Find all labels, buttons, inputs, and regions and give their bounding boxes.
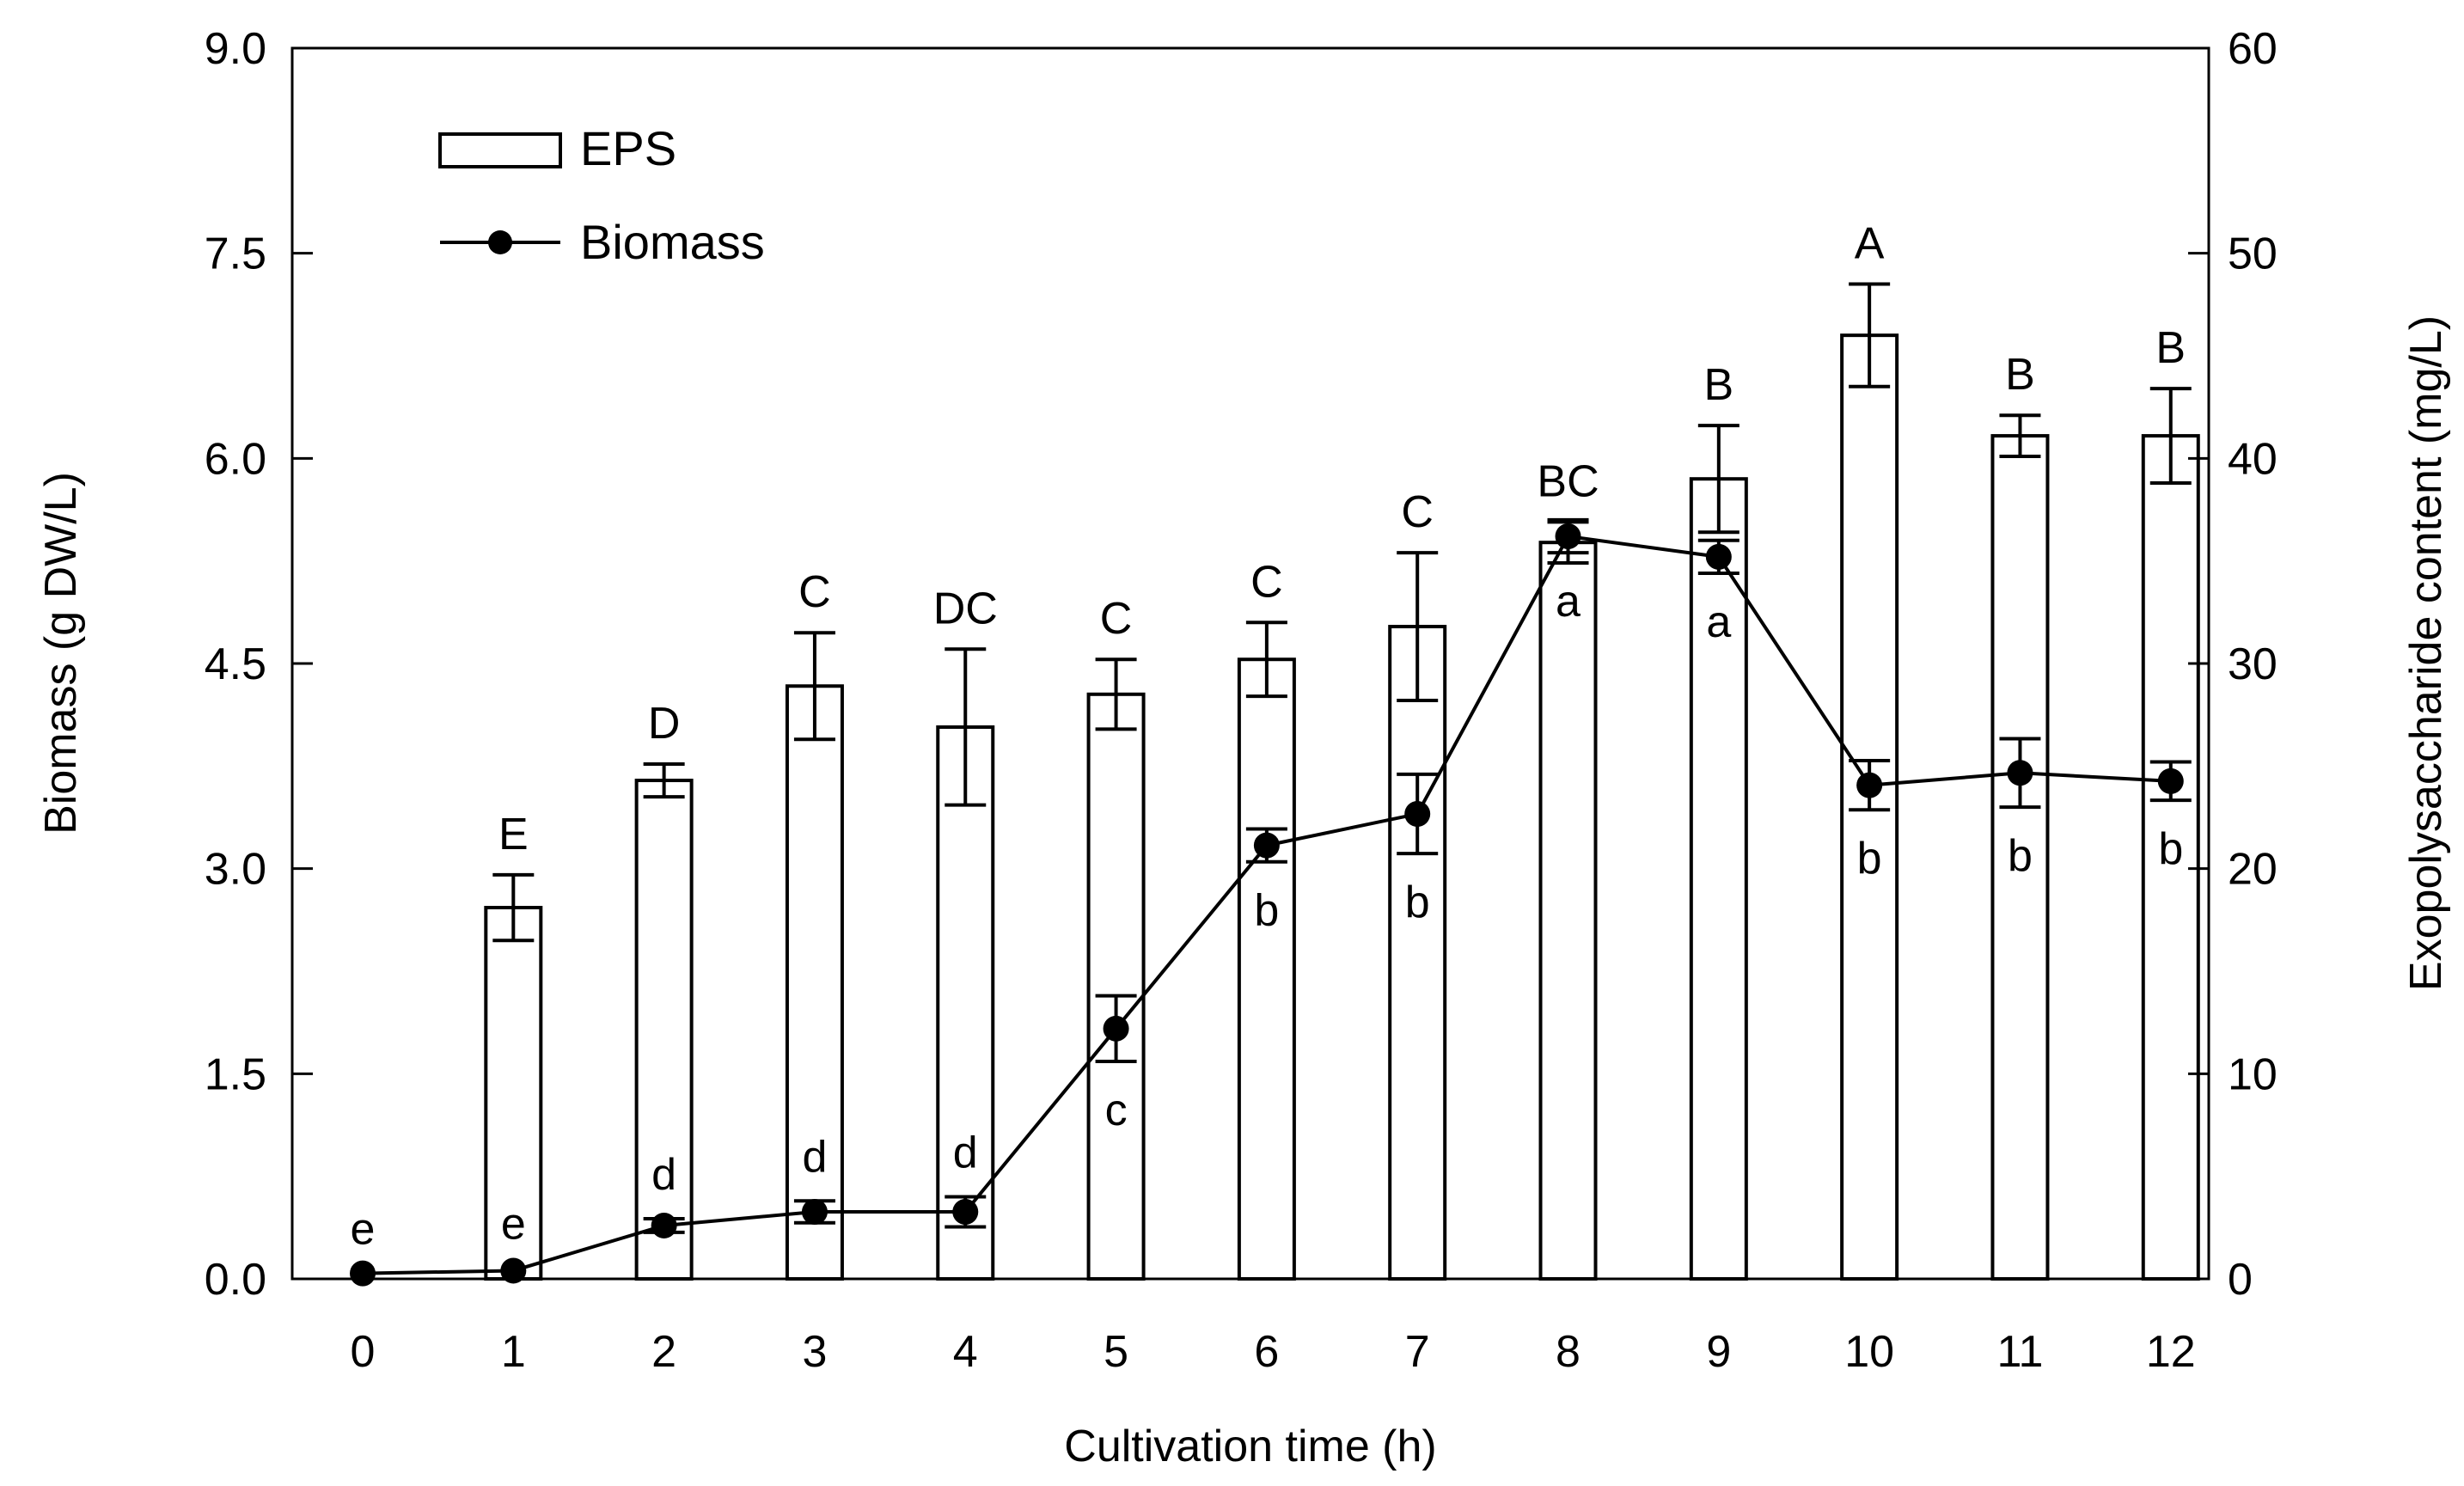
x-axis-tick-label: 1 bbox=[501, 1327, 526, 1377]
eps-significance-letter: B bbox=[2005, 350, 2035, 400]
left-axis-tick-label: 3.0 bbox=[205, 845, 266, 895]
x-axis-tick-label: 12 bbox=[2146, 1327, 2196, 1377]
biomass-point bbox=[500, 1257, 527, 1284]
eps-significance-letter: BC bbox=[1537, 456, 1599, 506]
x-axis-tick-label: 4 bbox=[953, 1327, 978, 1377]
eps-significance-letter: A bbox=[1855, 218, 1885, 268]
biomass-significance-letter: b bbox=[1405, 878, 1430, 927]
legend-eps-swatch bbox=[438, 132, 562, 168]
eps-significance-letter: C bbox=[798, 567, 831, 617]
eps-bar bbox=[785, 684, 844, 1281]
biomass-significance-letter: d bbox=[651, 1150, 676, 1200]
biomass-point bbox=[1253, 832, 1280, 859]
legend-eps-label: EPS bbox=[580, 121, 676, 175]
biomass-significance-letter: c bbox=[1105, 1085, 1128, 1135]
eps-bar bbox=[1388, 625, 1447, 1281]
eps-significance-letter: B bbox=[2155, 323, 2186, 373]
x-axis-tick-label: 6 bbox=[1254, 1327, 1279, 1377]
x-axis-title: Cultivation time (h) bbox=[1064, 1422, 1436, 1471]
x-axis-tick-label: 11 bbox=[1996, 1327, 2043, 1377]
biomass-point bbox=[801, 1199, 828, 1226]
x-axis-tick-label: 3 bbox=[802, 1327, 827, 1377]
biomass-significance-letter: b bbox=[2008, 831, 2033, 881]
x-axis-tick-label: 5 bbox=[1104, 1327, 1128, 1377]
eps-bar bbox=[1990, 434, 2050, 1281]
biomass-significance-letter: b bbox=[1857, 834, 1882, 884]
right-axis-tick-label: 20 bbox=[2228, 845, 2278, 895]
eps-significance-letter: C bbox=[1250, 557, 1283, 607]
biomass-significance-letter: a bbox=[1706, 597, 1731, 647]
eps-bar bbox=[2141, 434, 2200, 1281]
left-axis-tick-label: 9.0 bbox=[205, 24, 266, 74]
biomass-point bbox=[2157, 767, 2184, 794]
biomass-point bbox=[651, 1212, 677, 1238]
biomass-point bbox=[1404, 801, 1431, 828]
eps-bars bbox=[484, 282, 2200, 1281]
biomass-significance-letter: e bbox=[501, 1199, 526, 1249]
biomass-significance-letter: b bbox=[1254, 886, 1279, 936]
biomass-point bbox=[1103, 1015, 1129, 1042]
x-axis-tick-label: 8 bbox=[1556, 1327, 1581, 1377]
left-axis-tick-label: 6.0 bbox=[205, 434, 266, 484]
biomass-point bbox=[350, 1260, 376, 1287]
eps-bar bbox=[484, 906, 543, 1281]
right-axis-tick-label: 30 bbox=[2228, 639, 2278, 689]
left-axis-tick-label: 0.0 bbox=[205, 1255, 266, 1305]
biomass-significance-letter: a bbox=[1556, 577, 1581, 627]
eps-significance-letter: D bbox=[648, 699, 681, 749]
biomass-point bbox=[1856, 772, 1883, 798]
biomass-line-layer bbox=[350, 517, 2192, 1287]
x-axis-tick-label: 9 bbox=[1706, 1327, 1731, 1377]
biomass-point bbox=[952, 1199, 979, 1226]
legend-biomass-label: Biomass bbox=[580, 215, 765, 269]
right-axis-tick-label: 40 bbox=[2228, 434, 2278, 484]
x-axis-tick-label: 10 bbox=[1844, 1327, 1894, 1377]
eps-bar bbox=[1538, 541, 1598, 1281]
left-axis-tick-label: 1.5 bbox=[205, 1049, 266, 1099]
right-axis-tick-label: 50 bbox=[2228, 229, 2278, 279]
biomass-point bbox=[2007, 760, 2033, 786]
eps-significance-letter: E bbox=[498, 810, 529, 859]
eps-significance-letter: C bbox=[1100, 594, 1133, 644]
eps-bar bbox=[1086, 692, 1146, 1281]
biomass-significance-letter: d bbox=[802, 1132, 827, 1182]
eps-significance-letter: C bbox=[1401, 487, 1434, 537]
left-axis-tick-label: 7.5 bbox=[205, 229, 266, 279]
right-axis-tick-label: 0 bbox=[2228, 1255, 2253, 1305]
biomass-point bbox=[1555, 523, 1581, 550]
legend: EPS Biomass bbox=[438, 121, 765, 269]
right-axis-tick-label: 60 bbox=[2228, 24, 2278, 74]
x-axis-tick-label: 0 bbox=[351, 1327, 376, 1377]
right-axis-title: Exopolysaccharide content (mg/L) bbox=[2401, 315, 2451, 991]
x-axis-tick-label: 7 bbox=[1405, 1327, 1430, 1377]
biomass-point bbox=[1705, 543, 1732, 570]
left-axis-tick-label: 4.5 bbox=[205, 639, 266, 689]
right-axis-tick-label: 10 bbox=[2228, 1049, 2278, 1099]
legend-biomass-marker bbox=[488, 230, 512, 254]
biomass-significance-letter: d bbox=[953, 1128, 978, 1178]
left-axis-title: Biomass (g DW/L) bbox=[36, 472, 86, 835]
eps-bar bbox=[1237, 657, 1296, 1281]
x-axis-tick-label: 2 bbox=[651, 1327, 676, 1377]
biomass-significance-letter: b bbox=[2158, 824, 2183, 874]
eps-bar bbox=[634, 779, 694, 1281]
eps-significance-letter: B bbox=[1703, 360, 1733, 410]
eps-significance-letter: DC bbox=[933, 584, 998, 633]
biomass-significance-letter: e bbox=[351, 1205, 376, 1255]
